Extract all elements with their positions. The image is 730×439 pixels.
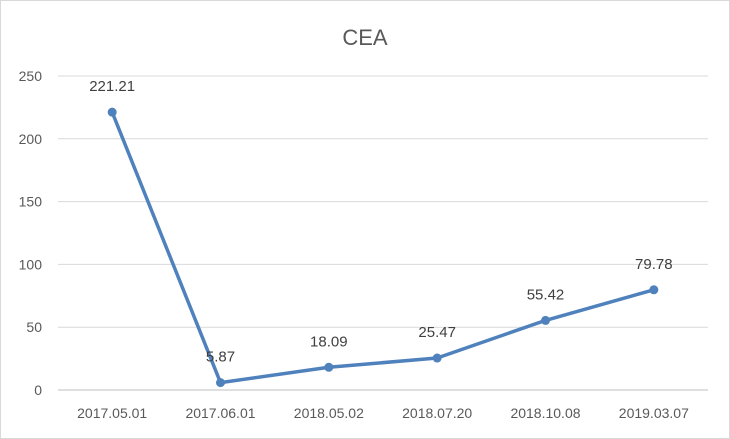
x-tick-label-0: 2017.05.01 (77, 405, 147, 421)
data-point-3 (432, 353, 442, 363)
data-label-0: 221.21 (89, 78, 135, 95)
y-tick-label-200: 200 (19, 131, 43, 147)
data-label-2: 18.09 (310, 333, 348, 350)
x-tick-label-1: 2017.06.01 (185, 405, 255, 421)
data-label-5: 79.78 (635, 256, 673, 273)
data-point-2 (324, 362, 334, 372)
data-label-3: 25.47 (418, 324, 456, 341)
data-point-4 (541, 315, 550, 325)
y-tick-label-150: 150 (19, 194, 43, 210)
data-label-1: 5.87 (206, 349, 235, 366)
gridlines (58, 75, 708, 391)
data-labels: 221.21 5.87 18.09 25.47 55.42 79.78 (89, 78, 672, 365)
series-line-0 (110, 110, 656, 385)
x-axis-ticks: 2017.05.01 2017.06.01 2018.05.02 2018.07.20… (77, 405, 689, 421)
chart-title: CEA (342, 25, 388, 50)
x-tick-label-4: 2018.10.08 (510, 405, 580, 421)
x-tick-label-2: 2018.05.02 (294, 405, 364, 421)
series-group (107, 107, 659, 388)
y-tick-label-250: 250 (19, 68, 43, 84)
y-axis-ticks: 0 50 100 150 200 250 (19, 68, 43, 398)
data-label-4: 55.42 (527, 286, 565, 303)
x-tick-label-5: 2019.03.07 (619, 405, 689, 421)
data-point-5 (649, 285, 659, 295)
y-tick-label-100: 100 (19, 256, 43, 272)
data-point-0 (107, 107, 117, 117)
y-tick-label-50: 50 (26, 319, 42, 335)
x-tick-label-3: 2018.07.20 (402, 405, 472, 421)
data-point-1 (216, 378, 225, 388)
y-tick-label-0: 0 (34, 382, 42, 398)
